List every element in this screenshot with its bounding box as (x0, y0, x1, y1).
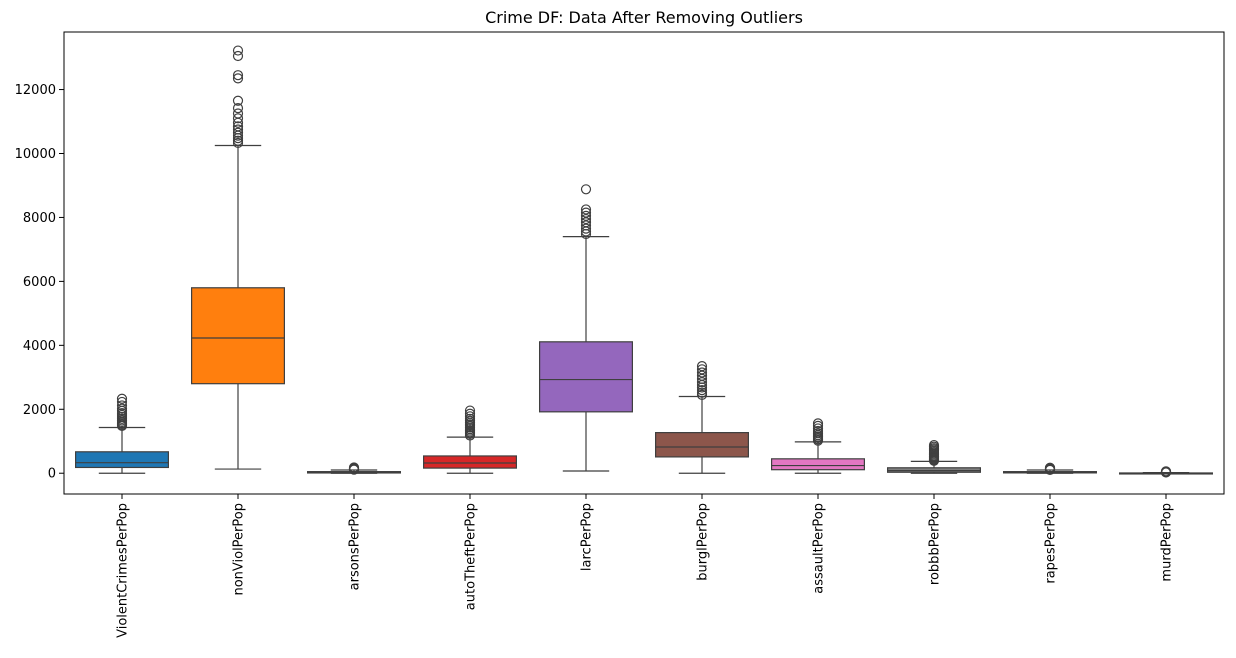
box-nonviolperpop (191, 287, 286, 385)
outlier-point (464, 408, 476, 419)
y-tick-label: 4000 (23, 339, 56, 354)
outlier-point (696, 387, 708, 398)
outlier-point (580, 210, 592, 221)
outlier-point (116, 393, 128, 404)
x-tick-label: burglPerPop (696, 503, 711, 581)
box-burglperpop (654, 432, 749, 458)
outlier-point (1160, 466, 1172, 477)
y-tick-label: 6000 (23, 275, 56, 290)
box-robbbperpop (886, 467, 981, 473)
outlier-point (580, 184, 592, 195)
outlier-point (812, 418, 824, 429)
outlier-point (464, 413, 476, 424)
outlier-point (696, 367, 708, 378)
box-violentcrimesperpop (74, 451, 170, 469)
outlier-point (464, 411, 476, 422)
outlier-point (812, 423, 824, 434)
outlier-point (232, 95, 244, 106)
outlier-point (812, 420, 824, 431)
outlier-point (464, 405, 476, 416)
outlier-point (696, 361, 708, 372)
outlier-point (232, 124, 244, 135)
outlier-point (232, 113, 244, 124)
x-tick-label: murdPerPop (1160, 503, 1175, 582)
outlier-point (232, 50, 244, 62)
box-autotheftperpop (423, 455, 518, 469)
y-tick-label: 12000 (15, 83, 56, 98)
outlier-point (232, 108, 244, 119)
outlier-point (348, 462, 360, 473)
y-tick-label: 2000 (23, 403, 56, 418)
outlier-point (232, 70, 244, 81)
outlier-point (232, 127, 244, 138)
x-tick-label: larcPerPop (580, 503, 595, 571)
chart-title: Crime DF: Data After Removing Outliers (485, 8, 803, 27)
outlier-point (232, 73, 244, 84)
outlier-point (696, 364, 708, 375)
plot-frame (63, 31, 1225, 495)
outlier-point (580, 204, 592, 215)
plot-area: 0 2000 4000 6000 8000 10000 12000 ViolentCrimes… (15, 45, 1213, 638)
outlier-point (928, 439, 940, 451)
x-tick-label: arsonsPerPop (348, 503, 363, 590)
outlier-point (580, 207, 592, 218)
outlier-point (232, 45, 244, 56)
outlier-point (232, 135, 244, 146)
x-tick-label: rapesPerPop (1044, 503, 1059, 584)
x-tick-label: nonViolPerPop (232, 503, 247, 596)
y-tick-label: 8000 (23, 211, 56, 226)
outlier-point (232, 102, 244, 114)
y-tick-label: 10000 (15, 147, 56, 162)
x-tick-label: ViolentCrimesPerPop (116, 503, 131, 638)
outlier-point (696, 384, 708, 396)
outlier-point (812, 425, 824, 437)
x-tick-label: autoTheftPerPop (464, 503, 479, 610)
outlier-point (116, 400, 128, 411)
x-tick-label: robbbPerPop (928, 503, 943, 585)
box-larcperpop (538, 341, 633, 413)
outlier-point (116, 403, 128, 414)
x-tick-label: assaultPerPop (812, 503, 827, 594)
box-assaultperpop (770, 458, 865, 471)
y-tick-label: 0 (48, 467, 56, 482)
outlier-point (116, 396, 128, 408)
outlier-point (1044, 462, 1056, 473)
outlier-point (232, 121, 244, 132)
